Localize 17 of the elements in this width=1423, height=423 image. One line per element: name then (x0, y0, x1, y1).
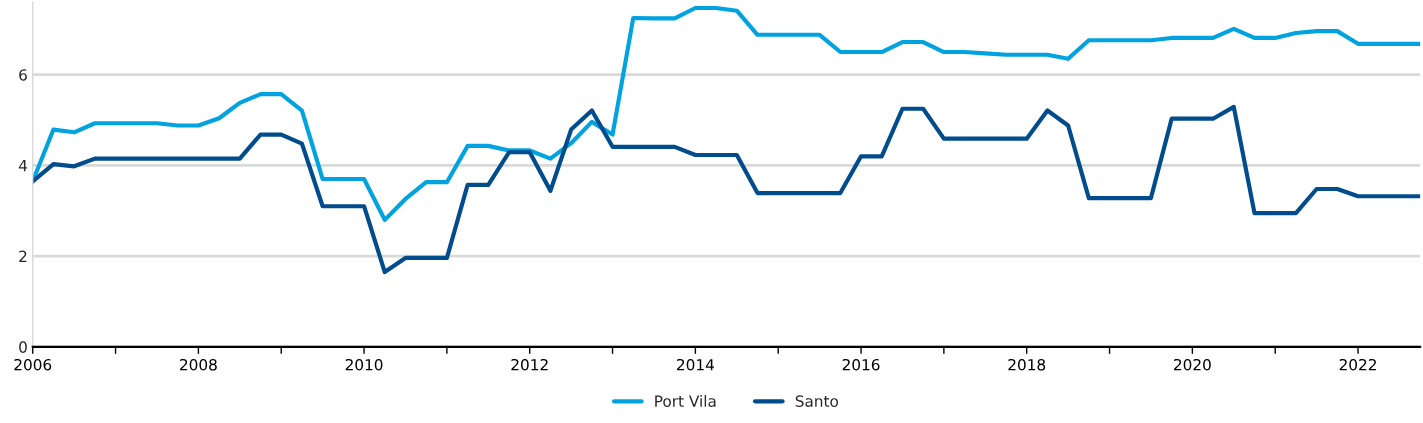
x-tick-label: 2018 (1008, 358, 1046, 371)
x-tick-label: 2014 (677, 358, 714, 371)
x-tick-label: 2022 (1339, 358, 1376, 371)
x-tick-label: 2006 (14, 358, 52, 371)
line-series (32, 5, 1421, 222)
y-tick-label: 0 (19, 341, 27, 353)
y-tick-label: 4 (18, 160, 28, 172)
legend-label: Port Vila (655, 395, 716, 407)
x-tick-label: 2020 (1174, 358, 1211, 371)
x-tick-label: 2012 (511, 358, 548, 371)
y-tick-label: 2 (19, 250, 27, 262)
x-tick-label: 2008 (180, 358, 217, 371)
y-tick-label: 6 (19, 69, 27, 81)
line-series (32, 104, 1421, 275)
x-tick-label: 2010 (345, 358, 383, 371)
legend-label: Santo (795, 395, 839, 407)
x-tick-label: 2016 (842, 358, 880, 371)
